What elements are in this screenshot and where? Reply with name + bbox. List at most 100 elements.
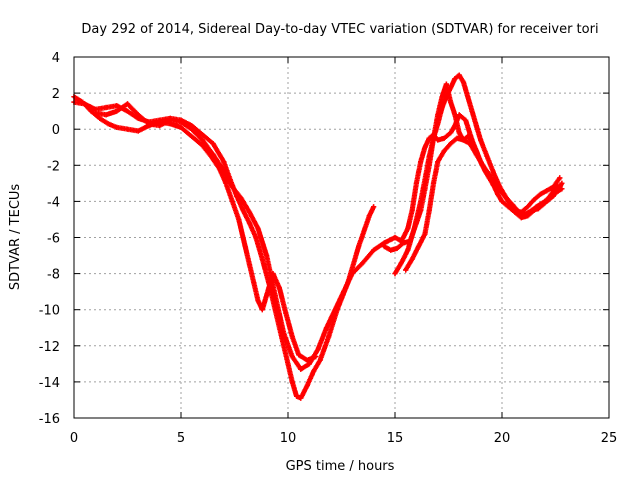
data-point (304, 382, 310, 389)
data-point (456, 130, 462, 136)
data-point (512, 207, 518, 213)
data-point (289, 354, 295, 360)
data-point (522, 211, 529, 217)
data-point (97, 115, 103, 121)
data-point (473, 123, 479, 129)
data-point (285, 361, 291, 367)
data-point (332, 307, 338, 313)
data-point (448, 141, 454, 147)
data-point (418, 159, 424, 165)
data-point (238, 195, 244, 201)
data-point (443, 94, 449, 100)
data-point (394, 245, 400, 251)
data-point (529, 207, 535, 213)
data-point (92, 110, 98, 116)
data-point (240, 207, 246, 213)
data-point (452, 112, 458, 118)
data-point (388, 247, 394, 253)
data-point (381, 243, 387, 250)
data-point (452, 76, 458, 82)
data-point (531, 197, 537, 203)
data-point (306, 361, 312, 367)
data-point (341, 289, 347, 295)
data-point (229, 184, 235, 190)
data-point (178, 124, 184, 130)
data-point (221, 168, 227, 174)
data-point (448, 99, 454, 105)
data-point (441, 148, 447, 154)
data-point (409, 207, 415, 213)
grid (74, 57, 609, 418)
data-point (398, 260, 404, 266)
data-point (542, 200, 548, 206)
data-point (518, 209, 524, 215)
data-point (103, 112, 109, 118)
data-point (229, 198, 235, 204)
y-tick-label: -14 (39, 376, 60, 391)
data-point (253, 234, 259, 241)
data-point (323, 325, 330, 331)
plot-frame (73, 56, 610, 419)
data-point (135, 112, 141, 118)
data-point (124, 126, 131, 132)
data-point (460, 137, 467, 143)
data-point (422, 177, 428, 183)
x-tick-label: 20 (494, 431, 511, 446)
data-point (559, 180, 565, 186)
data-points (71, 72, 565, 401)
data-point (289, 334, 295, 340)
data-point (486, 171, 492, 177)
y-tick-label: -10 (39, 304, 60, 319)
data-point (88, 108, 94, 114)
data-point (557, 175, 563, 181)
y-tick-label: 0 (52, 123, 60, 138)
data-point (426, 153, 432, 159)
data-point (467, 141, 473, 147)
data-point (435, 121, 441, 127)
data-point (146, 121, 152, 127)
data-point (469, 108, 475, 114)
data-point (114, 124, 120, 130)
data-point (518, 215, 524, 221)
data-point (236, 216, 242, 222)
data-point (276, 285, 282, 291)
data-point (317, 357, 323, 363)
data-point (456, 72, 462, 78)
data-point (264, 292, 270, 298)
data-point (392, 271, 398, 277)
data-point (441, 135, 447, 141)
data-point (298, 395, 304, 401)
data-point (413, 180, 419, 186)
data-point (490, 169, 496, 176)
data-point (167, 117, 173, 123)
data-point (189, 126, 195, 132)
data-point (246, 262, 253, 268)
data-point (289, 379, 295, 385)
data-point (493, 180, 499, 186)
data-point (465, 133, 471, 139)
data-point (103, 104, 109, 111)
data-point (435, 137, 441, 143)
y-axis-label: SDTVAR / TECUs (8, 184, 23, 291)
chart-title: Day 292 of 2014, Sidereal Day-to-day VTE… (81, 22, 598, 37)
x-axis-label: GPS time / hours (286, 459, 395, 474)
data-point (264, 252, 270, 259)
data-point (255, 298, 261, 304)
data-point (124, 101, 131, 107)
data-point (430, 135, 437, 141)
data-point (371, 247, 377, 253)
data-point (525, 204, 531, 210)
data-point (259, 307, 265, 313)
data-point (80, 99, 86, 105)
data-point (124, 108, 131, 114)
data-point (411, 225, 417, 232)
data-point (281, 330, 287, 336)
data-point (246, 220, 253, 226)
data-point (403, 267, 409, 273)
data-point (409, 256, 415, 262)
y-tick-label: -6 (47, 232, 60, 247)
data-point (401, 240, 407, 246)
y-tick-label: -16 (39, 412, 60, 427)
y-tick-label: -12 (39, 340, 60, 355)
